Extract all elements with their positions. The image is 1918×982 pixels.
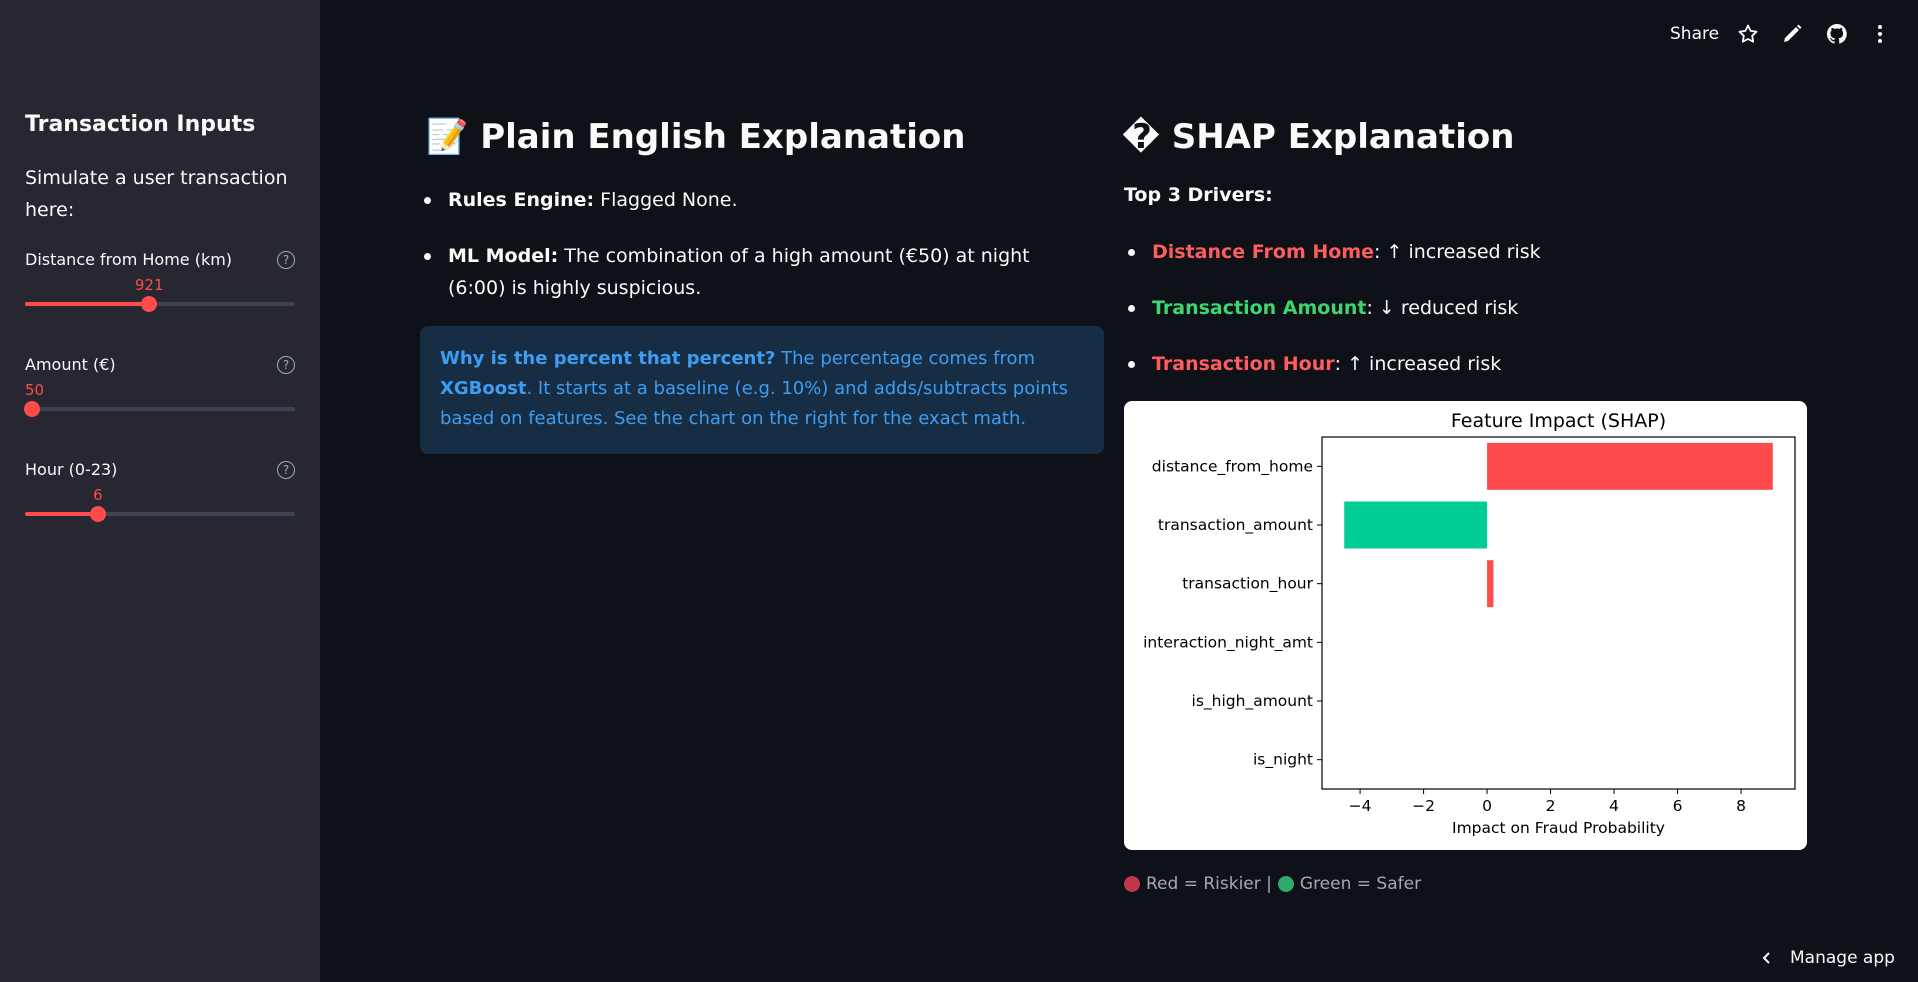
plot-frame: [1321, 436, 1796, 790]
distance-slider-thumb[interactable]: [141, 296, 158, 312]
x-tick-label: 4: [1609, 797, 1619, 815]
help-icon[interactable]: ?: [277, 461, 295, 479]
y-tick-label: transaction_amount: [1158, 516, 1313, 535]
y-tick-label: is_high_amount: [1192, 692, 1313, 711]
y-tick-label: interaction_night_amt: [1143, 633, 1313, 652]
hour-slider[interactable]: Hour (0-23) ? 6: [25, 460, 295, 522]
amount-slider-thumb[interactable]: [24, 401, 40, 417]
hour-slider-value: 6: [93, 486, 103, 504]
chart-bar: [1487, 442, 1773, 490]
y-tick-label: transaction_hour: [1182, 575, 1313, 594]
green-dot-icon: [1277, 876, 1294, 892]
distance-slider-track[interactable]: [25, 296, 295, 312]
distance-slider-value: 921: [134, 276, 164, 294]
hour-slider-label: Hour (0-23): [25, 460, 118, 479]
share-button[interactable]: Share: [1670, 24, 1720, 44]
sidebar-title: Transaction Inputs: [25, 112, 256, 137]
chart-bar: [1487, 560, 1494, 608]
list-item: ML Model: The combination of a high amou…: [420, 240, 1080, 304]
amount-slider[interactable]: Amount (€) ? 50: [24, 355, 295, 417]
list-item: Transaction Amount: ↓ reduced risk: [1124, 292, 1774, 324]
hour-slider-track[interactable]: [25, 506, 295, 522]
sidebar: Transaction Inputs Simulate a user trans…: [0, 0, 320, 982]
x-tick-label: 8: [1736, 797, 1746, 815]
sidebar-subtitle: Simulate a user transaction here:: [25, 167, 288, 221]
plain-english-heading: 📝 Plain English Explanation: [426, 117, 965, 157]
distance-slider[interactable]: Distance from Home (km) ? 921: [25, 250, 295, 312]
x-tick-label: 6: [1673, 797, 1683, 815]
drivers-list: Distance From Home: ↑ increased risk Tra…: [1124, 236, 1774, 380]
kebab-menu-icon[interactable]: [1868, 22, 1892, 46]
y-tick-label: distance_from_home: [1152, 457, 1313, 476]
amount-slider-track[interactable]: [24, 401, 295, 417]
x-tick-label: −2: [1412, 797, 1435, 815]
shap-title: SHAP Explanation: [1171, 117, 1515, 157]
info-box: Why is the percent that percent? The per…: [420, 326, 1104, 454]
github-icon[interactable]: [1825, 22, 1849, 46]
x-axis-label: Impact on Fraud Probability: [1452, 819, 1665, 837]
help-icon[interactable]: ?: [277, 251, 295, 269]
list-item: Distance From Home: ↑ increased risk: [1124, 236, 1774, 268]
distance-slider-label: Distance from Home (km): [25, 250, 233, 269]
chart-legend-note: Red = Riskier | Green = Safer: [1124, 874, 1421, 894]
pencil-icon[interactable]: [1780, 22, 1804, 46]
shap-bar-chart: Feature Impact (SHAP) distance_from_homet…: [1143, 410, 1796, 837]
memo-icon: 📝: [426, 117, 469, 157]
list-item: Rules Engine: Flagged None.: [420, 184, 1080, 216]
red-dot-icon: [1124, 876, 1140, 892]
y-tick-label: is_night: [1253, 751, 1313, 770]
chart-title: Feature Impact (SHAP): [1451, 410, 1666, 432]
star-icon[interactable]: [1736, 22, 1760, 46]
list-item: Transaction Hour: ↑ increased risk: [1124, 348, 1774, 380]
hour-slider-thumb[interactable]: [89, 506, 106, 522]
amount-slider-value: 50: [25, 381, 45, 399]
plain-english-list: Rules Engine: Flagged None. ML Model: Th…: [420, 184, 1080, 304]
x-tick-label: 0: [1482, 797, 1492, 815]
manage-app-button[interactable]: Manage app: [1760, 948, 1895, 968]
plain-english-title: Plain English Explanation: [480, 117, 966, 157]
unknown-glyph-icon: �: [1122, 117, 1160, 157]
chart-bar: [1344, 501, 1488, 549]
drivers-title: Top 3 Drivers:: [1124, 184, 1273, 206]
x-tick-label: 2: [1546, 797, 1556, 815]
help-icon[interactable]: ?: [277, 356, 295, 374]
shap-heading: � SHAP Explanation: [1122, 117, 1514, 157]
chevron-left-icon: [1762, 952, 1770, 964]
amount-slider-label: Amount (€): [25, 355, 116, 374]
x-tick-label: −4: [1349, 797, 1372, 815]
